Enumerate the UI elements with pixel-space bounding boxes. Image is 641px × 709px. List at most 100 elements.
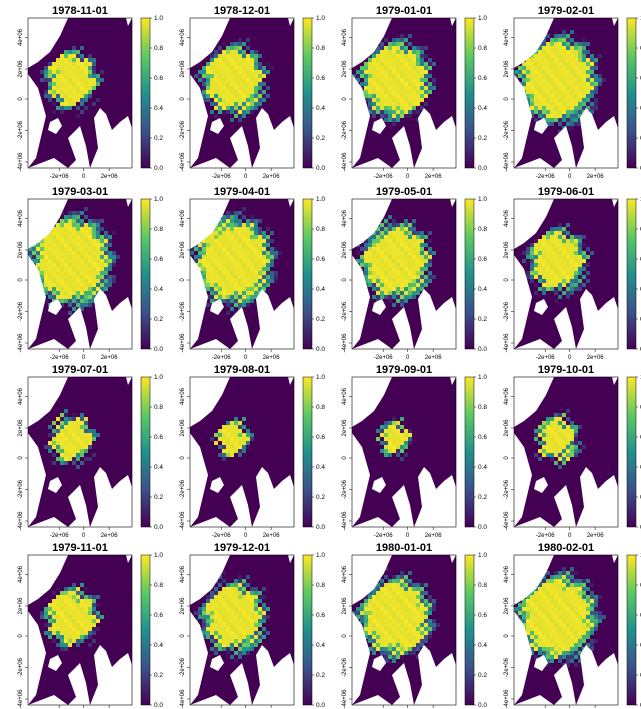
- ice-cell: [72, 441, 76, 445]
- x-tick-label: -2e+06: [212, 174, 232, 180]
- ice-cell: [566, 82, 570, 86]
- ice-cell: [412, 615, 416, 619]
- ice-cell: [416, 231, 420, 235]
- ice-cell: [60, 607, 64, 611]
- ice-cell: [226, 619, 230, 623]
- ice-cell: [408, 441, 412, 445]
- ice-cell: [64, 243, 68, 247]
- ice-cell: [578, 243, 582, 247]
- ice-cell: [408, 275, 412, 279]
- ice-cell: [76, 639, 80, 643]
- ice-cell: [566, 54, 570, 58]
- ice-cell: [56, 70, 60, 74]
- ice-cell: [376, 287, 380, 291]
- ice-cell: [558, 619, 562, 623]
- ice-cell: [226, 235, 230, 239]
- ice-cell: [384, 70, 388, 74]
- ice-cell: [558, 635, 562, 639]
- ice-cell: [566, 583, 570, 587]
- ice-cell: [546, 611, 550, 615]
- ice-cell: [566, 58, 570, 62]
- ice-cell: [562, 437, 566, 441]
- ice-cell: [238, 223, 242, 227]
- panel-title: 1979-12-01: [214, 542, 270, 554]
- ice-cell: [242, 583, 246, 587]
- ice-cell: [550, 70, 554, 74]
- ice-cell: [590, 102, 594, 106]
- ice-cell: [566, 86, 570, 90]
- ice-cell: [570, 118, 574, 122]
- ice-cell: [230, 239, 234, 243]
- ice-cell: [570, 453, 574, 457]
- ice-cell: [586, 595, 590, 599]
- ice-cell: [404, 255, 408, 259]
- ice-cell: [56, 283, 60, 287]
- ice-cell: [400, 50, 404, 54]
- ice-cell: [408, 231, 412, 235]
- ice-cell: [246, 291, 250, 295]
- ice-cell: [368, 639, 372, 643]
- ice-cell: [262, 271, 266, 275]
- ice-cell: [52, 255, 56, 259]
- ice-cell: [96, 611, 100, 615]
- ice-cell: [388, 247, 392, 251]
- ice-cell: [222, 607, 226, 611]
- y-tick-label: 4e+06: [18, 387, 24, 405]
- ice-cell: [368, 255, 372, 259]
- ice-cell: [72, 583, 76, 587]
- ice-cell: [64, 595, 68, 599]
- ice-cell: [250, 223, 254, 227]
- ice-cell: [242, 50, 246, 54]
- ice-cell: [412, 599, 416, 603]
- y-tick-label: 0: [504, 278, 510, 282]
- ice-cell: [242, 647, 246, 651]
- ice-cell: [570, 66, 574, 70]
- ice-cell: [250, 259, 254, 263]
- ice-cell: [76, 465, 80, 469]
- ice-cell: [420, 603, 424, 607]
- ice-cell: [400, 271, 404, 275]
- ice-cell: [92, 291, 96, 295]
- panel-title: 1979-06-01: [538, 186, 594, 198]
- ice-cell: [570, 647, 574, 651]
- ice-cell: [412, 287, 416, 291]
- ice-cell: [602, 78, 606, 82]
- ice-cell: [230, 70, 234, 74]
- ice-cell: [44, 78, 48, 82]
- ice-cell: [558, 425, 562, 429]
- ice-cell: [388, 659, 392, 663]
- ice-cell: [364, 251, 368, 255]
- ice-cell: [558, 433, 562, 437]
- ice-cell: [246, 295, 250, 299]
- ice-cell: [408, 106, 412, 110]
- colorbar-tick-label: 0.0: [316, 346, 325, 353]
- x-tick-label: 0: [568, 533, 572, 539]
- ice-cell: [364, 74, 368, 78]
- ice-cell: [550, 635, 554, 639]
- ice-cell: [376, 231, 380, 235]
- ice-cell: [52, 235, 56, 239]
- ice-cell: [570, 587, 574, 591]
- ice-cell: [242, 78, 246, 82]
- ice-cell: [412, 583, 416, 587]
- ice-cell: [214, 235, 218, 239]
- ice-cell: [254, 639, 258, 643]
- ice-cell: [376, 595, 380, 599]
- panel-1980-02-01: 1980-02-01-2e+0602e+064e+062e+060-2e+06-…: [504, 542, 641, 709]
- ice-cell: [424, 615, 428, 619]
- ice-cell: [526, 86, 530, 90]
- ice-cell: [214, 603, 218, 607]
- ice-cell: [546, 275, 550, 279]
- ice-cell: [404, 86, 408, 90]
- ice-cell: [570, 619, 574, 623]
- ice-cell: [270, 275, 274, 279]
- y-tick-label: -4e+06: [504, 511, 510, 531]
- ice-cell: [242, 599, 246, 603]
- colorbar-tick-label: 0.4: [316, 642, 325, 649]
- ice-cell: [594, 619, 598, 623]
- ice-cell: [408, 263, 412, 267]
- ice-cell: [60, 611, 64, 615]
- ice-cell: [246, 445, 250, 449]
- ice-cell: [96, 227, 100, 231]
- ice-cell: [586, 263, 590, 267]
